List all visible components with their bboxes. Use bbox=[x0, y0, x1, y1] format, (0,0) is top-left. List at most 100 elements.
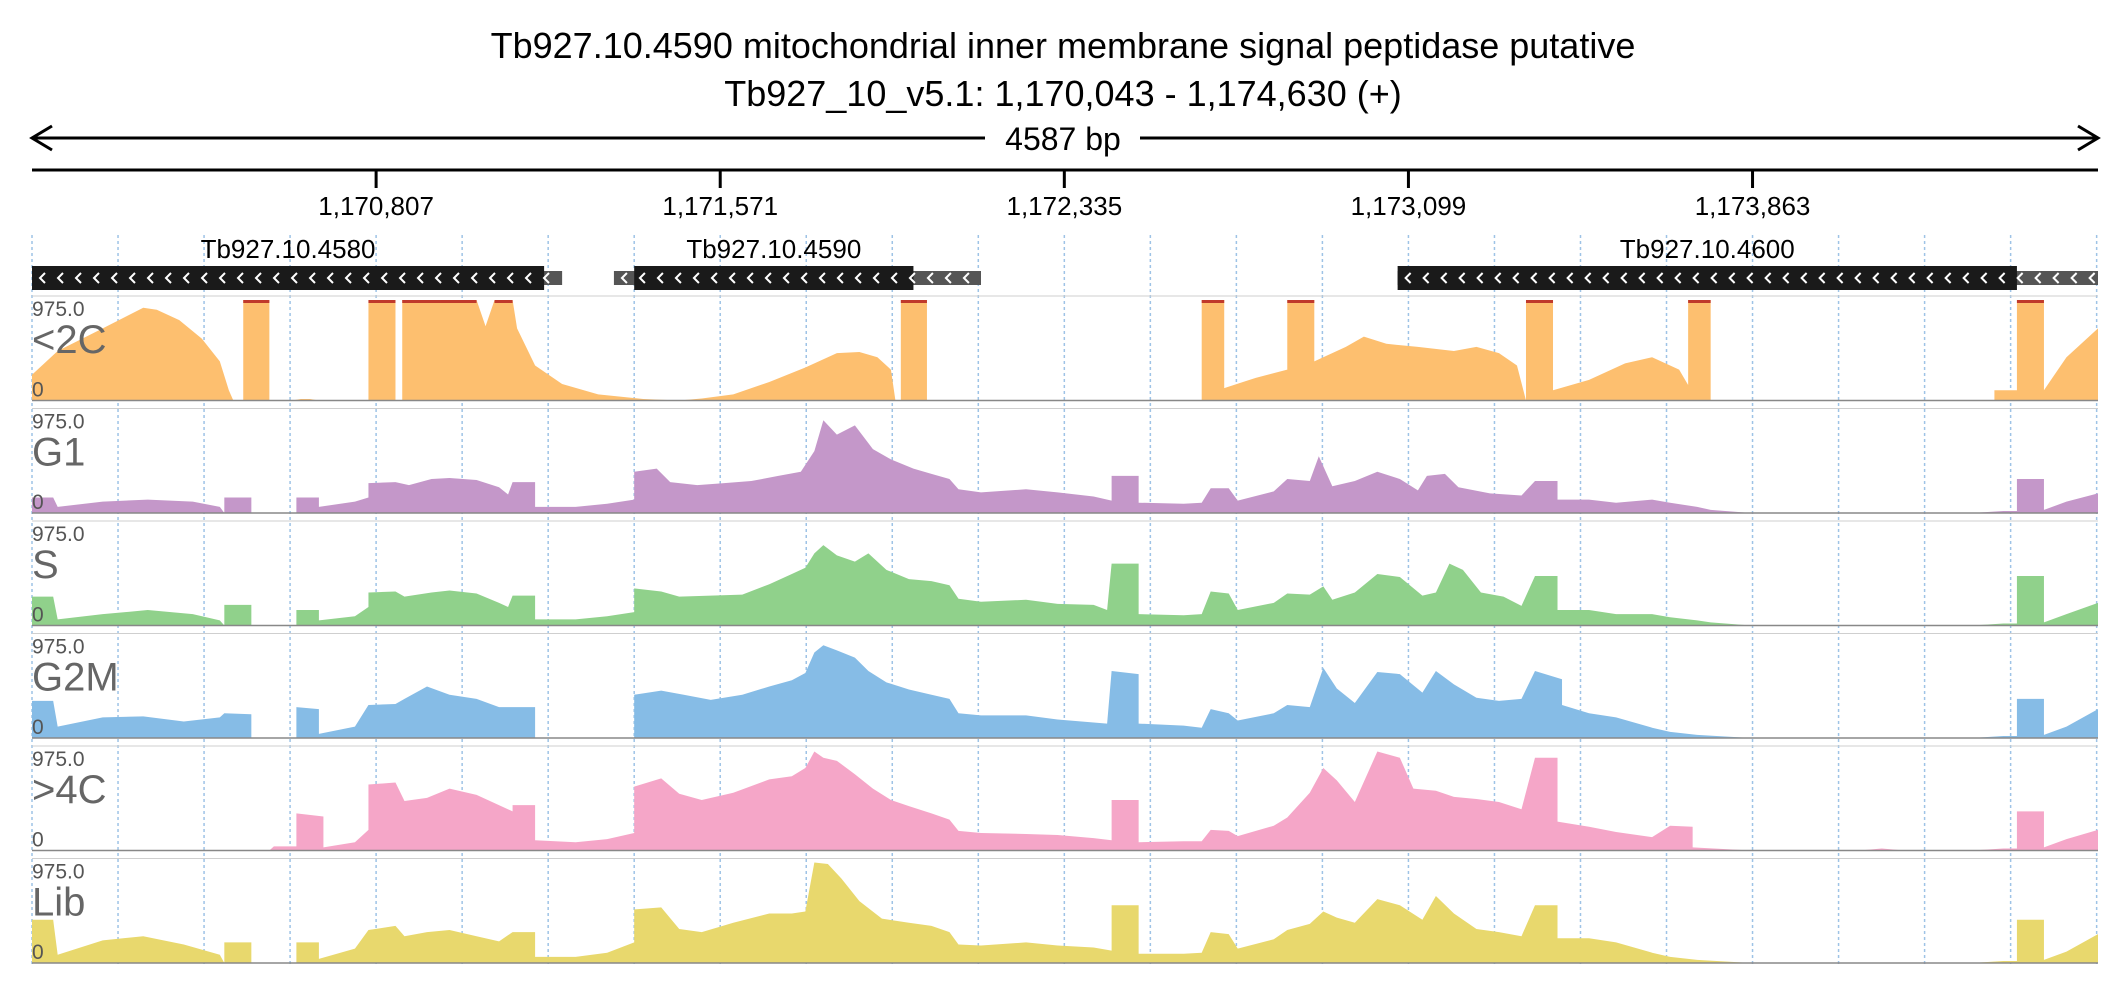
coverage-area bbox=[32, 751, 2098, 851]
track-min-label: 0 bbox=[32, 941, 44, 964]
gene-label[interactable]: Tb927.10.4590 bbox=[686, 234, 861, 264]
strand-chevron-icon bbox=[1638, 272, 1646, 284]
strand-chevron-icon bbox=[692, 272, 700, 284]
coverage-area bbox=[32, 645, 2098, 738]
strand-chevron-icon bbox=[674, 272, 682, 284]
strand-chevron-icon bbox=[182, 272, 190, 284]
strand-chevron-icon bbox=[890, 272, 898, 284]
clipped-marker bbox=[1688, 300, 1711, 303]
strand-chevron-icon bbox=[1458, 272, 1466, 284]
strand-chevron-icon bbox=[656, 272, 664, 284]
strand-chevron-icon bbox=[746, 272, 754, 284]
strand-chevron-icon bbox=[1908, 272, 1916, 284]
strand-chevron-icon bbox=[908, 272, 916, 284]
strand-chevron-icon bbox=[416, 272, 424, 284]
strand-chevron-icon bbox=[926, 272, 934, 284]
strand-chevron-icon bbox=[854, 272, 862, 284]
strand-chevron-icon bbox=[764, 272, 772, 284]
strand-chevron-icon bbox=[1944, 272, 1952, 284]
track-max-label: 975.0 bbox=[32, 411, 85, 434]
track-name: >4C bbox=[32, 768, 107, 812]
track-max-label: 975.0 bbox=[32, 748, 85, 771]
track-name: G2M bbox=[32, 656, 119, 700]
strand-chevron-icon bbox=[2016, 272, 2024, 284]
gene-label[interactable]: Tb927.10.4600 bbox=[1620, 234, 1795, 264]
strand-chevron-icon bbox=[1854, 272, 1862, 284]
gene-cds bbox=[32, 266, 545, 290]
coverage-track: 975.0 0 <2C bbox=[32, 295, 2098, 402]
clipped-marker bbox=[2016, 300, 2044, 303]
strand-chevron-icon bbox=[1602, 272, 1610, 284]
clipped-marker bbox=[494, 300, 513, 303]
clipped-marker bbox=[368, 300, 396, 303]
gridlines bbox=[31, 235, 2098, 965]
strand-chevron-icon bbox=[452, 272, 460, 284]
strand-chevron-icon bbox=[236, 272, 244, 284]
track-max-label: 975.0 bbox=[32, 636, 85, 659]
axis-tick-label: 1,170,807 bbox=[318, 191, 434, 221]
strand-chevron-icon bbox=[836, 272, 844, 284]
gene-annotation-track: Tb927.10.4580 Tb927.10.4590 Tb927.10.4600 bbox=[32, 234, 2098, 290]
track-min-label: 0 bbox=[32, 379, 44, 402]
strand-chevron-icon bbox=[818, 272, 826, 284]
strand-chevron-icon bbox=[1836, 272, 1844, 284]
coverage-area bbox=[32, 545, 2098, 626]
coverage-track: 975.0 0 G1 bbox=[32, 408, 2098, 514]
strand-chevron-icon bbox=[1656, 272, 1664, 284]
strand-chevron-icon bbox=[272, 272, 280, 284]
strand-chevron-icon bbox=[620, 272, 628, 284]
chart-title: Tb927.10.4590 mitochondrial inner membra… bbox=[491, 25, 1636, 66]
strand-chevron-icon bbox=[1998, 272, 2006, 284]
strand-chevron-icon bbox=[1962, 272, 1970, 284]
coordinate-ticks: 1,170,807 1,171,571 1,172,335 1,173,099 1,17… bbox=[318, 170, 1810, 221]
strand-chevron-icon bbox=[1926, 272, 1934, 284]
strand-chevron-icon bbox=[1566, 272, 1574, 284]
strand-chevron-icon bbox=[1494, 272, 1502, 284]
coverage-area bbox=[32, 862, 2098, 963]
strand-chevron-icon bbox=[542, 272, 550, 284]
track-name: G1 bbox=[32, 431, 85, 475]
strand-chevron-icon bbox=[56, 272, 64, 284]
track-name: <2C bbox=[32, 318, 107, 362]
strand-chevron-icon bbox=[1692, 272, 1700, 284]
coverage-track: 975.0 0 Lib bbox=[32, 858, 2098, 964]
strand-chevron-icon bbox=[1980, 272, 1988, 284]
clipped-marker bbox=[402, 300, 441, 303]
strand-chevron-icon bbox=[326, 272, 334, 284]
gene-label[interactable]: Tb927.10.4580 bbox=[201, 234, 376, 264]
strand-chevron-icon bbox=[2052, 272, 2060, 284]
strand-chevron-icon bbox=[1782, 272, 1790, 284]
strand-chevron-icon bbox=[638, 272, 646, 284]
strand-chevron-icon bbox=[1710, 272, 1718, 284]
strand-chevron-icon bbox=[1530, 272, 1538, 284]
strand-chevron-icon bbox=[1728, 272, 1736, 284]
coverage-track: 975.0 0 G2M bbox=[32, 633, 2098, 739]
clipped-marker bbox=[440, 300, 477, 303]
strand-chevron-icon bbox=[1440, 272, 1448, 284]
coverage-track: 975.0 0 S bbox=[32, 520, 2098, 627]
strand-chevron-icon bbox=[872, 272, 880, 284]
gene-cds bbox=[1397, 266, 2017, 290]
strand-chevron-icon bbox=[1818, 272, 1826, 284]
strand-chevron-icon bbox=[782, 272, 790, 284]
strand-chevron-icon bbox=[308, 272, 316, 284]
strand-chevron-icon bbox=[362, 272, 370, 284]
track-min-label: 0 bbox=[32, 604, 44, 627]
strand-chevron-icon bbox=[200, 272, 208, 284]
strand-chevron-icon bbox=[488, 272, 496, 284]
strand-chevron-icon bbox=[290, 272, 298, 284]
strand-chevron-icon bbox=[254, 272, 262, 284]
strand-chevron-icon bbox=[380, 272, 388, 284]
track-max-label: 975.0 bbox=[32, 298, 85, 321]
track-max-label: 975.0 bbox=[32, 523, 85, 546]
strand-chevron-icon bbox=[2034, 272, 2042, 284]
strand-chevron-icon bbox=[92, 272, 100, 284]
track-name: S bbox=[32, 543, 59, 587]
strand-chevron-icon bbox=[38, 272, 46, 284]
strand-chevron-icon bbox=[1476, 272, 1484, 284]
strand-chevron-icon bbox=[506, 272, 514, 284]
strand-chevron-icon bbox=[1764, 272, 1772, 284]
strand-chevron-icon bbox=[110, 272, 118, 284]
